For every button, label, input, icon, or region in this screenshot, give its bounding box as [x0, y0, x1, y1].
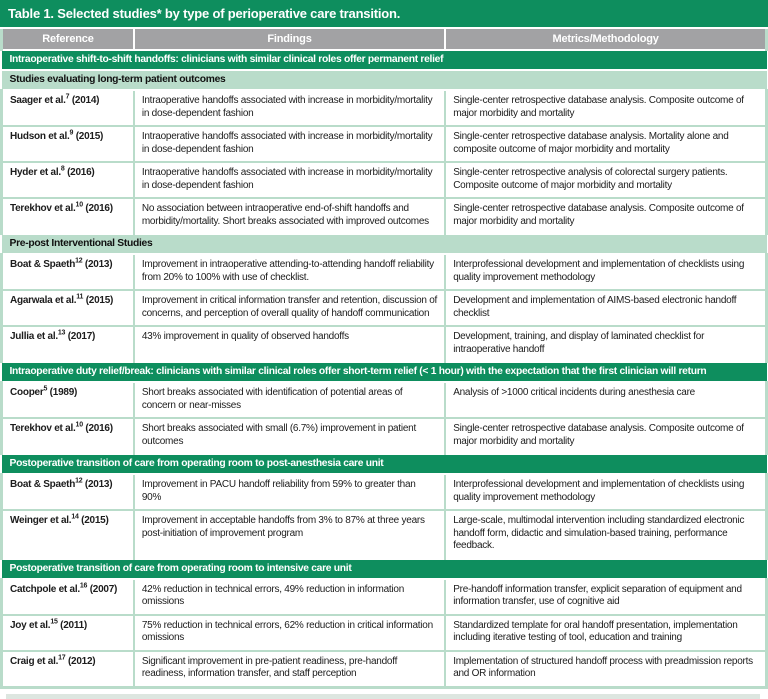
metrics-cell: Analysis of >1000 critical incidents dur…: [444, 381, 768, 418]
footnote-strip: [6, 693, 760, 699]
findings-cell: Improvement in critical information tran…: [132, 289, 446, 326]
study-row: Cooper5 (1989) Short breaks associated wi…: [0, 381, 768, 418]
study-row: Catchpole et al.16 (2007) 42% reduction i…: [0, 577, 768, 615]
subsection-header-label: Pre-post Interventional Studies: [1, 233, 767, 255]
section-header-row: Intraoperative duty relief/break: clinic…: [1, 361, 767, 383]
reference-citation-number: 12: [75, 257, 83, 265]
column-header-row: Reference Findings Metrics/Methodology: [0, 29, 768, 51]
metrics-cell: Large-scale, multimodal intervention inc…: [444, 509, 768, 559]
metrics-cell: Pre-handoff information transfer, explic…: [444, 577, 768, 615]
metrics-cell: Interprofessional development and implem…: [444, 253, 768, 290]
subsection-header-row: Studies evaluating long-term patient out…: [1, 69, 767, 91]
reference-cell: Agarwala et al.11 (2015): [0, 289, 134, 326]
reference-citation-number: 10: [75, 201, 84, 209]
study-row: Hyder et al.8 (2016) Intraoperative hando…: [0, 161, 768, 198]
reference-cell: Terekhov et al.10 (2016): [0, 417, 134, 454]
findings-cell: Intraoperative handoffs associated with …: [132, 89, 446, 126]
section-header-label: Postoperative transition of care from op…: [1, 453, 767, 475]
reference-citation-number: 5: [43, 385, 48, 393]
study-row: Craig et al.17 (2012) Significant improve…: [0, 649, 768, 687]
metrics-cell: Standardized template for oral handoff p…: [444, 613, 768, 651]
study-row: Hudson et al.9 (2015) Intraoperative hand…: [0, 125, 768, 162]
study-row: Saager et al.7 (2014) Intraoperative hand…: [0, 89, 768, 126]
study-row: Joy et al.15 (2011) 75% reduction in tech…: [0, 613, 768, 651]
findings-cell: Improvement in intraoperative attending-…: [132, 253, 446, 290]
metrics-cell: Implementation of structured handoff pro…: [444, 649, 768, 687]
findings-cell: 75% reduction in technical errors, 62% r…: [132, 613, 446, 651]
study-row: Terekhov et al.10 (2016) Short breaks ass…: [0, 417, 768, 454]
reference-cell: Joy et al.15 (2011): [0, 613, 134, 651]
study-row: Weinger et al.14 (2015) Improvement in ac…: [0, 509, 768, 559]
reference-cell: Boat & Spaeth12 (2013): [0, 473, 134, 510]
subsection-header-label: Studies evaluating long-term patient out…: [1, 69, 767, 91]
reference-cell: Terekhov et al.10 (2016): [0, 197, 134, 234]
reference-citation-number: 16: [79, 582, 88, 590]
metrics-cell: Interprofessional development and implem…: [444, 473, 768, 510]
findings-cell: Improvement in PACU handoff reliability …: [132, 473, 446, 510]
reference-citation-number: 8: [60, 165, 65, 173]
reference-citation-number: 12: [75, 477, 83, 485]
reference-cell: Hudson et al.9 (2015): [0, 125, 134, 162]
subsection-header-row: Pre-post Interventional Studies: [1, 233, 767, 255]
section-header-row: Postoperative transition of care from op…: [1, 453, 767, 475]
findings-cell: Short breaks associated with identificat…: [132, 381, 446, 418]
study-row: Terekhov et al.10 (2016) No association b…: [0, 197, 768, 234]
metrics-cell: Single-center retrospective database ana…: [444, 89, 768, 126]
reference-citation-number: 15: [50, 618, 58, 626]
findings-cell: Improvement in acceptable handoffs from …: [132, 509, 446, 559]
section-header-label: Postoperative transition of care from op…: [1, 557, 767, 580]
column-header-metrics: Metrics/Methodology: [444, 29, 768, 51]
findings-cell: 42% reduction in technical errors, 49% r…: [132, 577, 446, 615]
reference-citation-number: 17: [58, 654, 66, 662]
reference-citation-number: 7: [65, 93, 70, 101]
study-row: Boat & Spaeth12 (2013) Improvement in int…: [0, 253, 768, 290]
reference-citation-number: 11: [76, 293, 84, 301]
findings-cell: 43% improvement in quality of observed h…: [132, 325, 446, 362]
findings-cell: Intraoperative handoffs associated with …: [132, 125, 446, 162]
reference-cell: Weinger et al.14 (2015): [0, 509, 134, 559]
metrics-cell: Single-center retrospective analysis of …: [444, 161, 768, 198]
studies-table: Reference Findings Metrics/Methodology I…: [0, 29, 768, 689]
reference-cell: Craig et al.17 (2012): [0, 649, 134, 687]
table-body: Intraoperative shift-to-shift handoffs: …: [0, 49, 768, 687]
metrics-cell: Single-center retrospective database ana…: [444, 197, 768, 234]
section-header-row: Postoperative transition of care from op…: [1, 557, 767, 580]
metrics-cell: Development, training, and display of la…: [444, 325, 768, 362]
metrics-cell: Development and implementation of AIMS-b…: [444, 289, 768, 326]
reference-citation-number: 9: [69, 129, 74, 137]
reference-citation-number: 13: [57, 329, 66, 337]
study-row: Jullia et al.13 (2017) 43% improvement in…: [0, 325, 768, 362]
metrics-cell: Single-center retrospective database ana…: [444, 417, 768, 454]
reference-citation-number: 10: [75, 421, 84, 429]
section-header-label: Intraoperative shift-to-shift handoffs: …: [1, 49, 767, 71]
study-row: Boat & Spaeth12 (2013) Improvement in PAC…: [0, 473, 768, 510]
section-header-label: Intraoperative duty relief/break: clinic…: [1, 361, 767, 383]
metrics-cell: Single-center retrospective database ana…: [444, 125, 768, 162]
findings-cell: Significant improvement in pre-patient r…: [132, 649, 446, 687]
reference-citation-number: 14: [71, 513, 79, 521]
findings-cell: Short breaks associated with small (6.7%…: [132, 417, 446, 454]
reference-cell: Hyder et al.8 (2016): [0, 161, 134, 198]
reference-cell: Catchpole et al.16 (2007): [0, 577, 134, 615]
column-header-findings: Findings: [132, 29, 446, 51]
table-title: Table 1. Selected studies* by type of pe…: [0, 0, 768, 29]
reference-cell: Saager et al.7 (2014): [0, 89, 134, 126]
findings-cell: Intraoperative handoffs associated with …: [132, 161, 446, 198]
section-header-row: Intraoperative shift-to-shift handoffs: …: [1, 49, 767, 71]
reference-cell: Jullia et al.13 (2017): [0, 325, 134, 362]
study-row: Agarwala et al.11 (2015) Improvement in c…: [0, 289, 768, 326]
reference-cell: Boat & Spaeth12 (2013): [0, 253, 134, 290]
column-header-reference: Reference: [0, 29, 134, 51]
findings-cell: No association between intraoperative en…: [132, 197, 446, 234]
reference-cell: Cooper5 (1989): [0, 381, 134, 418]
